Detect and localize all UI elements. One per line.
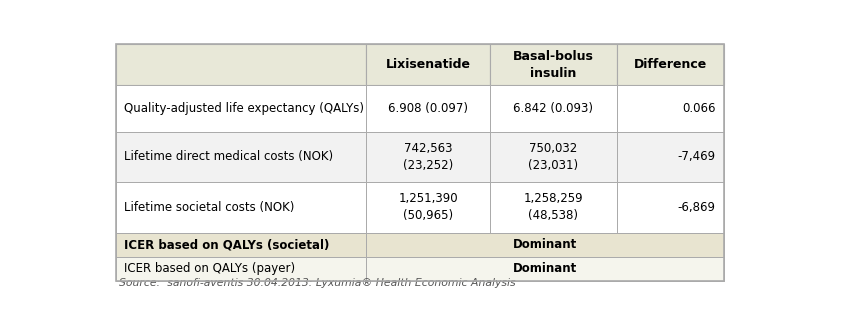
FancyBboxPatch shape (489, 44, 616, 85)
Text: ICER based on QALYs (payer): ICER based on QALYs (payer) (124, 262, 295, 275)
FancyBboxPatch shape (616, 44, 723, 85)
Text: Lifetime direct medical costs (NOK): Lifetime direct medical costs (NOK) (124, 150, 333, 163)
Text: Lixisenatide: Lixisenatide (385, 58, 470, 71)
Text: 1,258,259
(48,538): 1,258,259 (48,538) (523, 192, 583, 222)
FancyBboxPatch shape (616, 182, 723, 233)
FancyBboxPatch shape (366, 44, 489, 85)
Text: Lifetime societal costs (NOK): Lifetime societal costs (NOK) (124, 201, 294, 214)
FancyBboxPatch shape (489, 182, 616, 233)
Text: Difference: Difference (633, 58, 706, 71)
FancyBboxPatch shape (489, 85, 616, 132)
Text: 0.066: 0.066 (681, 102, 715, 115)
FancyBboxPatch shape (115, 85, 366, 132)
Text: 742,563
(23,252): 742,563 (23,252) (402, 142, 453, 172)
FancyBboxPatch shape (366, 256, 723, 280)
FancyBboxPatch shape (115, 182, 366, 233)
FancyBboxPatch shape (366, 132, 489, 182)
FancyBboxPatch shape (616, 85, 723, 132)
Text: 750,032
(23,031): 750,032 (23,031) (528, 142, 578, 172)
Text: -6,869: -6,869 (677, 201, 715, 214)
FancyBboxPatch shape (366, 85, 489, 132)
Text: 6.908 (0.097): 6.908 (0.097) (387, 102, 468, 115)
FancyBboxPatch shape (115, 256, 366, 280)
FancyBboxPatch shape (366, 182, 489, 233)
Text: 6.842 (0.093): 6.842 (0.093) (513, 102, 592, 115)
Text: Dominant: Dominant (512, 262, 577, 275)
Text: Basal-bolus
insulin: Basal-bolus insulin (512, 50, 593, 80)
Text: ICER based on QALYs (societal): ICER based on QALYs (societal) (124, 238, 330, 251)
Text: -7,469: -7,469 (677, 150, 715, 163)
FancyBboxPatch shape (115, 233, 366, 256)
Text: Dominant: Dominant (512, 238, 577, 251)
FancyBboxPatch shape (366, 233, 723, 256)
FancyBboxPatch shape (616, 132, 723, 182)
Text: 1,251,390
(50,965): 1,251,390 (50,965) (398, 192, 457, 222)
FancyBboxPatch shape (115, 132, 366, 182)
Text: Source:  sanofi-aventis 30.04.2013: Lyxumia® Health Economic Analysis: Source: sanofi-aventis 30.04.2013: Lyxum… (119, 278, 515, 288)
Text: Quality-adjusted life expectancy (QALYs): Quality-adjusted life expectancy (QALYs) (124, 102, 364, 115)
FancyBboxPatch shape (489, 132, 616, 182)
FancyBboxPatch shape (115, 44, 366, 85)
